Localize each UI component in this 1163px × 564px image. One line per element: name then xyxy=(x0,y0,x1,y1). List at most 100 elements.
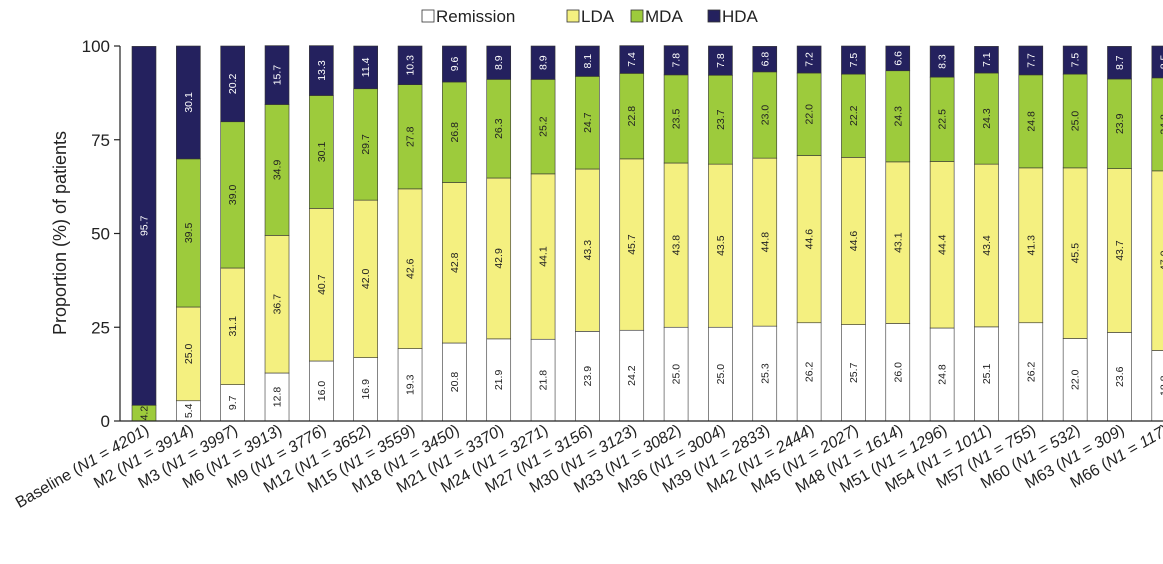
bar-stack: 25.0 43.5 23.7 7.8 xyxy=(708,45,733,422)
bar-segment-lda xyxy=(885,161,911,324)
legend-swatch xyxy=(421,9,435,23)
bar-segment-remission xyxy=(353,357,379,422)
data-label: 10.3 xyxy=(405,55,417,76)
bar-segment-remission xyxy=(708,326,733,422)
data-label: 25.7 xyxy=(848,362,860,383)
bar-stack: 9.7 31.1 39.0 20.2 xyxy=(220,45,245,422)
data-label: 23.0 xyxy=(759,105,771,126)
legend-swatch xyxy=(707,9,721,23)
data-label: 20.8 xyxy=(449,372,461,393)
data-label: 8.1 xyxy=(582,54,594,69)
data-label: 34.9 xyxy=(272,160,284,181)
bar-segment-remission xyxy=(841,324,866,422)
bar-segment-remission xyxy=(1107,332,1132,422)
y-tick-label: 25 xyxy=(91,318,110,337)
bar-stack: 25.3 44.8 23.0 6.8 xyxy=(752,46,778,422)
data-label: 43.8 xyxy=(671,235,683,256)
bar-stack: 21.9 42.9 26.3 8.9 xyxy=(486,45,512,422)
data-label: 23.9 xyxy=(1114,113,1126,134)
data-label: 8.9 xyxy=(493,55,505,70)
bar-segment-mda xyxy=(841,73,866,158)
bar-segment-hda xyxy=(619,45,645,74)
legend-item-remission: Remission xyxy=(421,7,515,26)
bar-segment-lda xyxy=(708,163,733,328)
data-label: 29.7 xyxy=(360,134,372,155)
data-label: 18.8 xyxy=(1158,375,1163,396)
data-label: 26.2 xyxy=(804,361,816,382)
data-label: 22.0 xyxy=(1070,369,1082,390)
data-label: 22.8 xyxy=(626,106,638,127)
bar-segment-hda xyxy=(1062,45,1088,75)
bar-segment-mda xyxy=(1018,74,1044,169)
data-label: 23.5 xyxy=(671,109,683,130)
data-label: 16.9 xyxy=(360,379,372,400)
data-label: 43.4 xyxy=(981,235,993,256)
bar-segment-mda xyxy=(1062,73,1088,169)
data-label: 9.6 xyxy=(449,57,461,72)
y-tick-label: 75 xyxy=(91,131,110,150)
data-label: 8.7 xyxy=(1114,55,1126,70)
data-label: 25.3 xyxy=(759,363,771,384)
bar-segment-hda xyxy=(131,46,157,406)
data-label: 13.3 xyxy=(316,60,328,81)
data-label: 5.4 xyxy=(183,403,195,418)
data-label: 39.0 xyxy=(227,184,239,205)
bar-segment-mda xyxy=(929,76,955,162)
bar-segment-mda xyxy=(575,76,600,170)
bar-segment-lda xyxy=(929,161,955,329)
bar-segment-hda xyxy=(575,45,600,77)
bar-segment-hda xyxy=(353,45,379,90)
data-label: 9.7 xyxy=(227,395,239,410)
data-label: 23.7 xyxy=(715,109,727,130)
data-label: 22.5 xyxy=(937,109,949,130)
bar-stack: 18.8 47.9 24.8 8.5 xyxy=(1151,45,1163,422)
bar-segment-hda xyxy=(1151,45,1163,79)
data-label: 44.6 xyxy=(804,229,816,250)
bar-stack: 26.2 44.6 22.0 7.2 xyxy=(796,45,822,422)
bar-segment-lda xyxy=(220,267,245,385)
bar-segment-remission xyxy=(885,323,911,422)
legend-item-mda: MDA xyxy=(630,7,683,26)
bar-segment-mda xyxy=(1151,77,1163,172)
data-label: 8.3 xyxy=(937,54,949,69)
bar-segment-hda xyxy=(708,45,733,76)
bar-segment-mda xyxy=(309,95,334,209)
bar-stack: 20.8 42.8 26.8 9.6 xyxy=(442,45,467,422)
bar-segment-remission xyxy=(796,322,822,422)
data-label: 7.5 xyxy=(848,53,860,68)
bar-segment-hda xyxy=(264,45,290,105)
bar-segment-mda xyxy=(264,104,290,236)
bar-segment-mda xyxy=(885,70,911,163)
bar-segment-hda xyxy=(397,45,423,85)
data-label: 25.0 xyxy=(715,364,727,385)
bar-stack: 25.1 43.4 24.3 7.1 xyxy=(974,46,999,422)
bar-segment-lda xyxy=(796,155,822,324)
data-label: 12.8 xyxy=(272,387,284,408)
bar-segment-lda xyxy=(442,182,467,344)
data-label: 4.2 xyxy=(139,406,151,421)
y-tick-label: 100 xyxy=(82,37,110,56)
data-label: 41.3 xyxy=(1025,235,1037,256)
data-label: 47.9 xyxy=(1158,250,1163,271)
bar-segment-mda xyxy=(397,84,423,190)
bar-segment-hda xyxy=(442,45,467,83)
data-label: 24.8 xyxy=(1025,111,1037,132)
data-label: 26.0 xyxy=(892,362,904,383)
bar-stack: 21.8 44.1 25.2 8.9 xyxy=(530,45,556,422)
data-label: 7.8 xyxy=(715,53,727,68)
data-label: 44.8 xyxy=(759,232,771,253)
bar-segment-mda xyxy=(486,79,512,179)
bar-segment-lda xyxy=(530,173,556,340)
bar-stack: 5.4 25.0 39.5 30.1 xyxy=(176,45,201,422)
bar-segment-lda xyxy=(752,157,778,327)
data-label: 43.7 xyxy=(1114,240,1126,261)
data-label: 42.9 xyxy=(493,248,505,269)
data-label: 44.4 xyxy=(937,234,949,255)
bar-segment-mda xyxy=(619,73,645,160)
data-label: 25.0 xyxy=(671,364,683,385)
data-label: 36.7 xyxy=(272,294,284,315)
data-label: 44.1 xyxy=(538,246,550,267)
data-label: 25.1 xyxy=(981,364,993,385)
bar-stack: 24.8 44.4 22.5 8.3 xyxy=(929,45,955,422)
